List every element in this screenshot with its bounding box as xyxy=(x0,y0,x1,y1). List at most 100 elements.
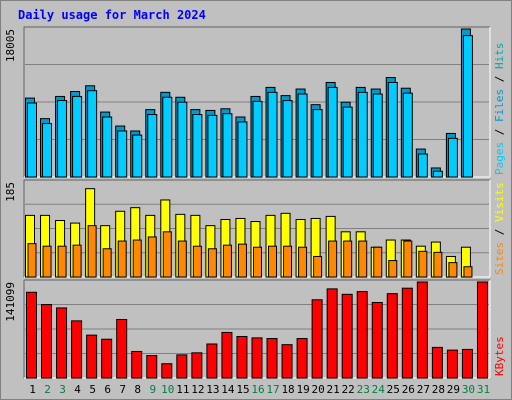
visits-legend-visits: Visits xyxy=(493,182,506,222)
pages-bar xyxy=(222,113,233,178)
kbytes-bar xyxy=(26,291,37,379)
day-label: 3 xyxy=(59,383,66,396)
pages-bar xyxy=(402,92,413,178)
pages-bar xyxy=(192,114,203,178)
sites-bar xyxy=(72,244,82,278)
day-label: 7 xyxy=(119,383,126,396)
kbytes-bar xyxy=(116,318,128,379)
sites-bar xyxy=(147,236,157,278)
day-label: 30 xyxy=(462,383,475,396)
kbytes-bar xyxy=(221,331,233,379)
pages-bar xyxy=(72,95,83,178)
pages-bar xyxy=(357,91,368,178)
sites-bar xyxy=(388,260,398,278)
day-label: 27 xyxy=(417,383,430,396)
pages-bar xyxy=(42,123,53,178)
kbytes-bar xyxy=(296,338,308,379)
kbytes-bar xyxy=(386,293,398,379)
pages-bar xyxy=(57,100,68,178)
kbytes-legend: KBytes xyxy=(493,336,506,376)
sites-bar xyxy=(373,246,383,278)
kbytes-bar xyxy=(341,293,353,379)
kbytes-bar xyxy=(176,354,188,379)
kbytes-bar xyxy=(416,281,428,379)
kbytes-bar xyxy=(461,348,473,379)
day-label: 16 xyxy=(251,383,264,396)
sites-bar xyxy=(358,240,368,278)
day-label: 5 xyxy=(89,383,96,396)
sites-bar xyxy=(418,250,428,278)
day-label: 13 xyxy=(206,383,219,396)
pages-bar xyxy=(342,106,353,178)
kbytes-bar xyxy=(281,344,293,379)
day-label: 28 xyxy=(432,383,445,396)
pages-bar xyxy=(297,93,308,178)
pages-bar xyxy=(27,102,37,178)
hits-ymax-label: 18005 xyxy=(4,29,17,62)
pages-bar xyxy=(177,101,188,178)
pages-bar xyxy=(267,91,278,178)
hits-legend-files: Files xyxy=(493,89,506,122)
day-label: 31 xyxy=(477,383,490,396)
kbytes-bar xyxy=(86,334,98,379)
kbytes-bar xyxy=(326,288,338,379)
day-label: 2 xyxy=(44,383,51,396)
day-label: 1 xyxy=(29,383,36,396)
sites-bar xyxy=(283,245,293,278)
sites-bar xyxy=(117,240,127,278)
day-label: 8 xyxy=(134,383,141,396)
pages-bar xyxy=(252,100,263,178)
kbytes-bar xyxy=(161,363,173,379)
kbytes-bar xyxy=(311,299,323,379)
kbytes-bar xyxy=(206,343,218,379)
hits-legend: Pages / Files / Hits xyxy=(493,43,506,176)
pages-bar xyxy=(447,137,458,178)
sites-bar xyxy=(313,255,323,278)
sites-bar xyxy=(192,245,202,278)
kbytes-bar xyxy=(41,304,53,379)
sites-bar xyxy=(177,240,187,278)
sites-bar xyxy=(87,225,97,278)
day-label: 20 xyxy=(312,383,325,396)
sites-bar xyxy=(433,251,443,278)
kbytes-bar xyxy=(476,281,488,379)
sites-bar xyxy=(57,245,67,278)
day-label: 14 xyxy=(221,383,235,396)
sites-bar xyxy=(448,262,458,278)
kbytes-legend-kbytes: KBytes xyxy=(493,336,506,376)
day-label: 4 xyxy=(74,383,81,396)
kbytes-bar xyxy=(101,338,113,379)
day-label: 24 xyxy=(372,383,386,396)
hits-legend-separator: / xyxy=(493,69,506,89)
pages-bar xyxy=(462,35,473,178)
sites-bar xyxy=(207,248,217,278)
pages-bar xyxy=(117,130,128,178)
day-label: 10 xyxy=(161,383,174,396)
pages-bar xyxy=(237,121,248,178)
pages-bar xyxy=(147,114,158,178)
kbytes-bar xyxy=(56,307,68,379)
chart-title: Daily usage for March 2024 xyxy=(18,8,206,22)
sites-bar xyxy=(42,245,52,278)
day-label: 6 xyxy=(104,383,111,396)
kbytes-bar xyxy=(356,291,368,379)
pages-bar xyxy=(162,96,173,178)
day-label: 26 xyxy=(402,383,415,396)
hits-legend-hits: Hits xyxy=(493,43,506,70)
kbytes-bar xyxy=(401,287,413,379)
kbytes-bar xyxy=(431,346,443,379)
pages-bar xyxy=(372,93,383,178)
sites-bar xyxy=(298,246,308,278)
sites-bar xyxy=(463,266,473,278)
sites-bar xyxy=(328,240,338,278)
pages-bar xyxy=(282,100,293,178)
pages-bar xyxy=(207,114,218,178)
day-label: 9 xyxy=(149,383,156,396)
visits-legend-sites: Sites xyxy=(493,242,506,275)
sites-bar xyxy=(132,239,142,278)
pages-bar xyxy=(417,153,428,178)
sites-bar xyxy=(102,248,112,278)
visits-legend: Sites / Visits xyxy=(493,182,506,275)
sites-bar xyxy=(222,244,232,278)
